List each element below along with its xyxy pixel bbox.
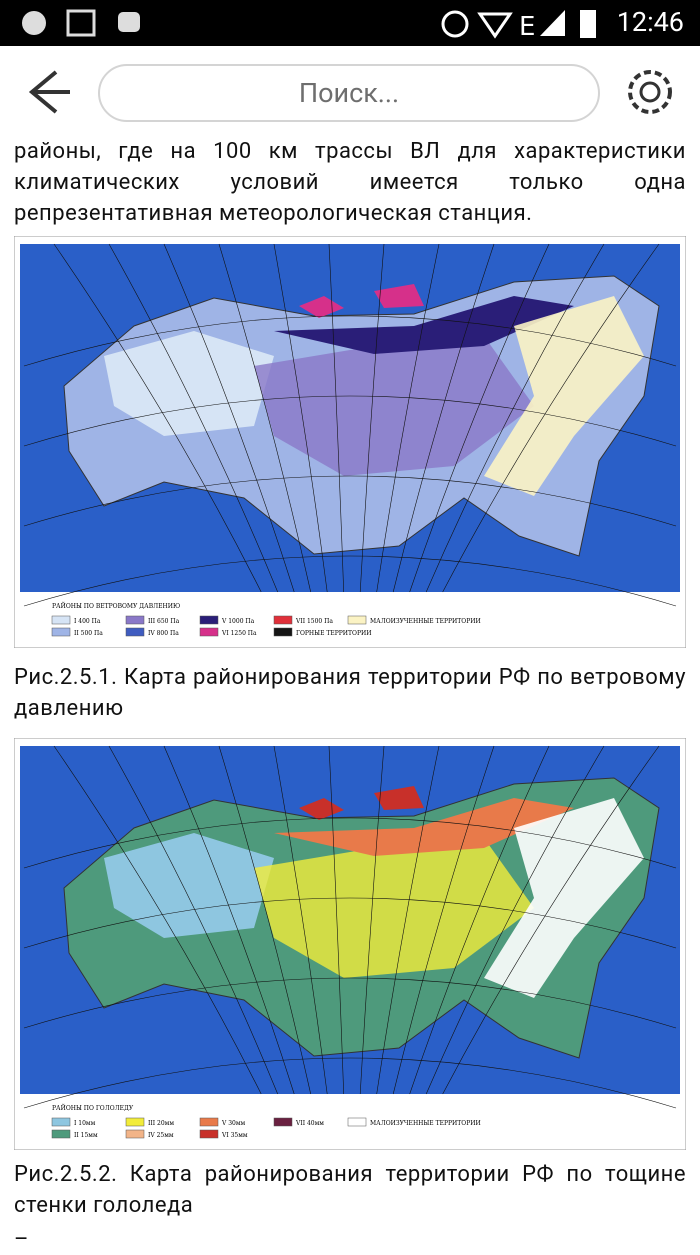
legend-label: VI 1250 Па — [221, 630, 257, 637]
parallel — [23, 1057, 677, 1109]
land-zone — [104, 331, 274, 436]
legend-swatch — [125, 627, 145, 637]
legend-swatch — [51, 615, 71, 625]
caption: Рис.2.5.1. Карта районирования территори… — [14, 665, 686, 721]
meridian — [425, 745, 605, 1095]
legend-label: II 500 Па — [74, 630, 103, 637]
meridian — [218, 243, 311, 593]
legend-swatch — [273, 1117, 293, 1127]
legend-swatch — [199, 1117, 219, 1127]
legend-swatch — [273, 615, 293, 625]
land-zone — [254, 336, 534, 476]
legend-label: IV 800 Па — [148, 630, 179, 637]
map: РАЙОНЫ ПО ГОЛОЛЕДУ I 10мм II 15мм III 20мм I… — [14, 738, 686, 1150]
meridian — [359, 745, 385, 1095]
legend-label: МАЛОИЗУЧЕННЫЕ ТЕРРИТОРИИ — [370, 618, 481, 625]
land-zone — [274, 296, 574, 354]
trailing-text: – — [14, 1227, 29, 1252]
status-indicators: E — [441, 10, 596, 42]
meridian — [218, 745, 311, 1095]
toolbar: Поиск... — [0, 46, 700, 138]
meridian — [53, 243, 262, 593]
land-zone — [484, 296, 644, 496]
legend-swatch — [125, 1117, 145, 1127]
meridian — [163, 745, 295, 1095]
land-zone — [299, 786, 424, 820]
meridian — [409, 243, 550, 593]
legend-swatch — [51, 1117, 71, 1127]
legend-label: V 1000 Па — [221, 618, 255, 625]
meridian — [376, 243, 440, 593]
legend-label: МАЛОИЗУЧЕННЫЕ ТЕРРИТОРИИ — [370, 1120, 481, 1127]
legend-swatch — [347, 1117, 367, 1127]
meridian — [53, 745, 262, 1095]
svg-text:E: E — [519, 12, 535, 42]
parallel — [23, 315, 677, 367]
clock: 12:46 — [616, 6, 684, 38]
meridian — [442, 243, 660, 593]
legend-swatch — [273, 627, 293, 637]
parallel — [23, 897, 677, 949]
legend-swatch — [125, 1129, 145, 1139]
legend-label: I 10мм — [74, 1120, 96, 1127]
meridian — [392, 243, 495, 593]
legend-title: РАЙОНЫ ПО ВЕТРОВОМУ ДАВЛЕНИЮ — [52, 602, 180, 610]
meridian — [108, 243, 278, 593]
meridian — [108, 745, 278, 1095]
land-zone — [484, 798, 644, 998]
legend-label: VI 35мм — [221, 1132, 248, 1139]
legend-label: II 15мм — [74, 1132, 98, 1139]
legend-title: РАЙОНЫ ПО ГОЛОЛЕДУ — [52, 1104, 134, 1112]
legend-label: V 30мм — [221, 1120, 246, 1127]
legend-label: VII 40мм — [295, 1120, 324, 1127]
meridian — [328, 745, 344, 1095]
parallel — [23, 977, 677, 1029]
status-icons — [22, 9, 140, 37]
figure: РАЙОНЫ ПО ВЕТРОВОМУ ДАВЛЕНИЮ I 400 Па II 5… — [14, 236, 686, 648]
meridian — [425, 243, 605, 593]
back-button[interactable] — [20, 62, 80, 122]
map: РАЙОНЫ ПО ВЕТРОВОМУ ДАВЛЕНИЮ I 400 Па II 5… — [14, 236, 686, 648]
status-bar: E 12:46 — [0, 0, 700, 46]
parallel — [23, 555, 677, 607]
meridian — [273, 243, 328, 593]
legend-label: IV 25мм — [148, 1132, 174, 1139]
legend-label: III 650 Па — [148, 618, 180, 625]
paragraph: районы, где на 100 км трассы ВЛ для хара… — [14, 139, 686, 226]
meridian — [376, 745, 440, 1095]
meridian — [409, 745, 550, 1095]
settings-button[interactable] — [618, 60, 682, 124]
legend-swatch — [347, 615, 367, 625]
meridian — [273, 745, 328, 1095]
legend-label: ГОРНЫЕ ТЕРРИТОРИИ — [296, 630, 371, 637]
parallel — [23, 395, 677, 447]
legend-swatch — [199, 627, 219, 637]
land-zone — [254, 838, 534, 978]
legend-swatch — [125, 615, 145, 625]
meridian — [328, 243, 344, 593]
meridian — [359, 243, 385, 593]
legend-label: VII 1500 Па — [295, 618, 333, 625]
meridian — [163, 243, 295, 593]
caption: Рис.2.5.2. Карта районирования территори… — [14, 1162, 686, 1218]
land-zone — [299, 284, 424, 318]
search-field[interactable]: Поиск... — [98, 64, 600, 122]
legend-swatch — [199, 615, 219, 625]
legend-swatch — [51, 1129, 71, 1139]
meridian — [442, 745, 660, 1095]
land-zone — [274, 798, 574, 856]
figure: РАЙОНЫ ПО ГОЛОЛЕДУ I 10мм II 15мм III 20мм I… — [14, 738, 686, 1150]
parallel — [23, 475, 677, 527]
legend-label: I 400 Па — [74, 618, 101, 625]
meridian — [392, 745, 495, 1095]
parallel — [23, 817, 677, 869]
legend-swatch — [51, 627, 71, 637]
legend-label: III 20мм — [148, 1120, 174, 1127]
land-zone — [104, 833, 274, 938]
legend-swatch — [199, 1129, 219, 1139]
